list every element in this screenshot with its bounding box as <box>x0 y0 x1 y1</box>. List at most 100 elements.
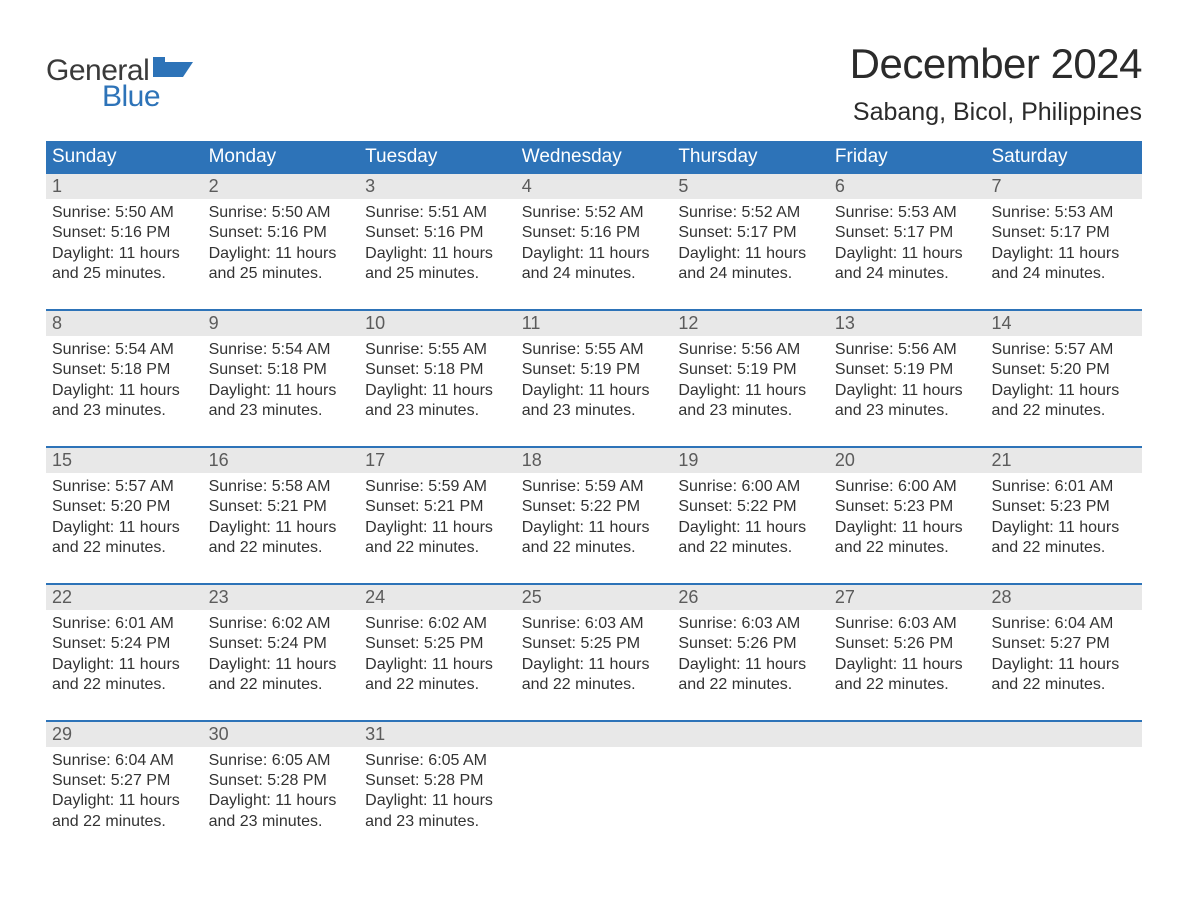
sunset-line: Sunset: 5:24 PM <box>209 634 354 654</box>
sunset-line: Sunset: 5:22 PM <box>678 497 823 517</box>
sunset-line: Sunset: 5:26 PM <box>678 634 823 654</box>
day-number: 7 <box>985 174 1142 199</box>
daylight-line-1: Daylight: 11 hours <box>365 244 510 264</box>
sunrise-line: Sunrise: 5:58 AM <box>209 477 354 497</box>
day-body: Sunrise: 6:05 AMSunset: 5:28 PMDaylight:… <box>203 747 360 833</box>
title-block: December 2024 Sabang, Bicol, Philippines <box>850 40 1142 127</box>
day-cell: 4Sunrise: 5:52 AMSunset: 5:16 PMDaylight… <box>516 174 673 293</box>
day-number: 9 <box>203 311 360 336</box>
sunrise-line: Sunrise: 5:59 AM <box>522 477 667 497</box>
week-row: 15Sunrise: 5:57 AMSunset: 5:20 PMDayligh… <box>46 446 1142 567</box>
day-body: Sunrise: 5:53 AMSunset: 5:17 PMDaylight:… <box>829 199 986 285</box>
day-body: Sunrise: 6:01 AMSunset: 5:23 PMDaylight:… <box>985 473 1142 559</box>
empty-day-bar <box>672 722 829 747</box>
sunset-line: Sunset: 5:18 PM <box>52 360 197 380</box>
day-number: 31 <box>359 722 516 747</box>
sunrise-line: Sunrise: 5:51 AM <box>365 203 510 223</box>
dow-wednesday: Wednesday <box>516 141 673 174</box>
sunrise-line: Sunrise: 5:55 AM <box>365 340 510 360</box>
daylight-line-1: Daylight: 11 hours <box>522 655 667 675</box>
sunset-line: Sunset: 5:16 PM <box>52 223 197 243</box>
day-number: 26 <box>672 585 829 610</box>
sunset-line: Sunset: 5:26 PM <box>835 634 980 654</box>
daylight-line-2: and 22 minutes. <box>522 675 667 695</box>
day-cell: 24Sunrise: 6:02 AMSunset: 5:25 PMDayligh… <box>359 585 516 704</box>
sunset-line: Sunset: 5:23 PM <box>835 497 980 517</box>
daylight-line-1: Daylight: 11 hours <box>678 244 823 264</box>
sunset-line: Sunset: 5:18 PM <box>209 360 354 380</box>
day-cell: 8Sunrise: 5:54 AMSunset: 5:18 PMDaylight… <box>46 311 203 430</box>
daylight-line-1: Daylight: 11 hours <box>522 244 667 264</box>
day-number: 18 <box>516 448 673 473</box>
dow-saturday: Saturday <box>985 141 1142 174</box>
daylight-line-2: and 22 minutes. <box>365 538 510 558</box>
day-body: Sunrise: 5:51 AMSunset: 5:16 PMDaylight:… <box>359 199 516 285</box>
daylight-line-1: Daylight: 11 hours <box>209 655 354 675</box>
day-cell: 13Sunrise: 5:56 AMSunset: 5:19 PMDayligh… <box>829 311 986 430</box>
day-cell: 20Sunrise: 6:00 AMSunset: 5:23 PMDayligh… <box>829 448 986 567</box>
day-number: 25 <box>516 585 673 610</box>
daylight-line-1: Daylight: 11 hours <box>678 655 823 675</box>
daylight-line-1: Daylight: 11 hours <box>835 381 980 401</box>
daylight-line-2: and 22 minutes. <box>52 675 197 695</box>
daylight-line-2: and 25 minutes. <box>52 264 197 284</box>
sunset-line: Sunset: 5:19 PM <box>835 360 980 380</box>
sunset-line: Sunset: 5:18 PM <box>365 360 510 380</box>
sunrise-line: Sunrise: 6:02 AM <box>365 614 510 634</box>
daylight-line-2: and 23 minutes. <box>209 812 354 832</box>
sunset-line: Sunset: 5:27 PM <box>991 634 1136 654</box>
day-number: 16 <box>203 448 360 473</box>
calendar: Sunday Monday Tuesday Wednesday Thursday… <box>46 141 1142 840</box>
day-cell: 26 Sunrise: 6:03 AMSunset: 5:26 PMDayligh… <box>672 585 829 704</box>
day-number: 5 <box>672 174 829 199</box>
day-number: 15 <box>46 448 203 473</box>
daylight-line-2: and 23 minutes. <box>835 401 980 421</box>
day-cell: 11Sunrise: 5:55 AMSunset: 5:19 PMDayligh… <box>516 311 673 430</box>
day-body: Sunrise: 5:57 AMSunset: 5:20 PMDaylight:… <box>46 473 203 559</box>
day-number: 2 <box>203 174 360 199</box>
dow-thursday: Thursday <box>672 141 829 174</box>
sunrise-line: Sunrise: 5:50 AM <box>52 203 197 223</box>
sunrise-line: Sunrise: 6:03 AM <box>678 614 823 634</box>
daylight-line-2: and 22 minutes. <box>678 538 823 558</box>
day-body: Sunrise: 5:52 AMSunset: 5:16 PMDaylight:… <box>516 199 673 285</box>
day-body: Sunrise: 6:03 AMSunset: 5:26 PMDaylight:… <box>829 610 986 696</box>
sunrise-line: Sunrise: 6:05 AM <box>365 751 510 771</box>
day-cell <box>829 722 986 841</box>
sunrise-line: Sunrise: 5:53 AM <box>991 203 1136 223</box>
day-number: 19 <box>672 448 829 473</box>
day-cell <box>516 722 673 841</box>
day-body: Sunrise: 5:54 AMSunset: 5:18 PMDaylight:… <box>203 336 360 422</box>
daylight-line-2: and 22 minutes. <box>209 538 354 558</box>
day-cell: 29Sunrise: 6:04 AMSunset: 5:27 PMDayligh… <box>46 722 203 841</box>
sunrise-line: Sunrise: 5:57 AM <box>991 340 1136 360</box>
sunset-line: Sunset: 5:17 PM <box>678 223 823 243</box>
daylight-line-2: and 23 minutes. <box>52 401 197 421</box>
daylight-line-2: and 24 minutes. <box>522 264 667 284</box>
daylight-line-1: Daylight: 11 hours <box>835 244 980 264</box>
daylight-line-2: and 25 minutes. <box>365 264 510 284</box>
day-body: Sunrise: 6:01 AMSunset: 5:24 PMDaylight:… <box>46 610 203 696</box>
day-cell: 19Sunrise: 6:00 AMSunset: 5:22 PMDayligh… <box>672 448 829 567</box>
day-cell: 2Sunrise: 5:50 AMSunset: 5:16 PMDaylight… <box>203 174 360 293</box>
day-body: Sunrise: 5:59 AMSunset: 5:21 PMDaylight:… <box>359 473 516 559</box>
day-cell: 3Sunrise: 5:51 AMSunset: 5:16 PMDaylight… <box>359 174 516 293</box>
flag-icon <box>153 57 197 82</box>
day-body: Sunrise: 5:54 AMSunset: 5:18 PMDaylight:… <box>46 336 203 422</box>
daylight-line-2: and 22 minutes. <box>52 538 197 558</box>
day-cell: 31Sunrise: 6:05 AMSunset: 5:28 PMDayligh… <box>359 722 516 841</box>
day-body: Sunrise: 6:00 AMSunset: 5:22 PMDaylight:… <box>672 473 829 559</box>
day-body: Sunrise: 5:50 AMSunset: 5:16 PMDaylight:… <box>203 199 360 285</box>
day-cell: 15Sunrise: 5:57 AMSunset: 5:20 PMDayligh… <box>46 448 203 567</box>
day-cell <box>672 722 829 841</box>
sunrise-line: Sunrise: 6:03 AM <box>522 614 667 634</box>
day-body: Sunrise: 6:02 AMSunset: 5:25 PMDaylight:… <box>359 610 516 696</box>
daylight-line-1: Daylight: 11 hours <box>209 381 354 401</box>
daylight-line-2: and 22 minutes. <box>365 675 510 695</box>
daylight-line-1: Daylight: 11 hours <box>209 518 354 538</box>
daylight-line-2: and 23 minutes. <box>678 401 823 421</box>
day-cell: 12Sunrise: 5:56 AMSunset: 5:19 PMDayligh… <box>672 311 829 430</box>
daylight-line-1: Daylight: 11 hours <box>365 791 510 811</box>
day-number: 11 <box>516 311 673 336</box>
dow-monday: Monday <box>203 141 360 174</box>
